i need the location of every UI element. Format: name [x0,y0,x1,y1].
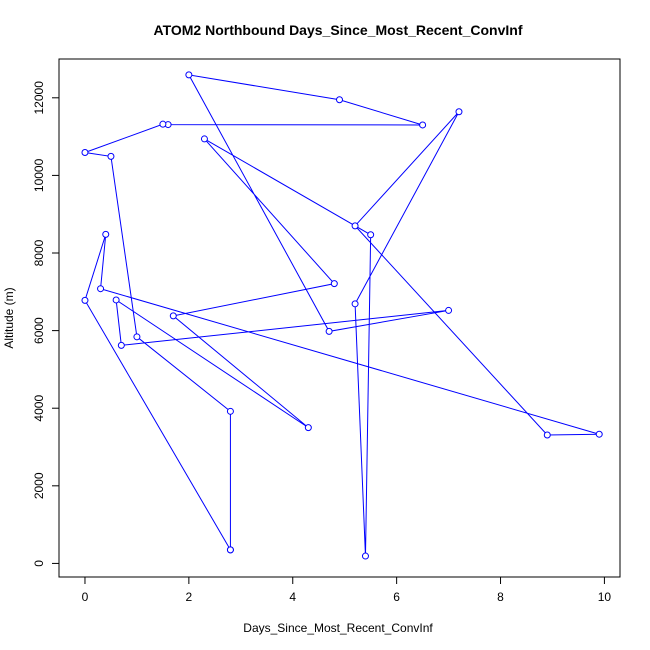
x-axis-label: Days_Since_Most_Recent_ConvInf [243,621,433,635]
x-tick-label: 0 [82,590,89,604]
data-point [330,280,338,288]
data-point [361,552,369,560]
data-point [169,312,177,320]
data-point [595,430,603,438]
data-point [351,222,359,230]
y-tick-label: 12000 [32,81,46,115]
y-tick-label: 8000 [32,239,46,266]
data-point [159,120,167,128]
data-point [455,108,463,116]
x-tick-label: 4 [289,590,296,604]
data-point [304,424,312,432]
y-tick-label: 10000 [32,158,46,192]
x-tick-label: 8 [497,590,504,604]
data-point [185,71,193,79]
data-point [102,230,110,238]
data-point [81,296,89,304]
data-point [133,333,141,341]
data-point [419,121,427,129]
data-point [107,152,115,160]
data-point [351,300,359,308]
data-point [336,96,343,104]
x-tick-label: 6 [393,590,400,604]
y-axis-label: Altitude (m) [2,287,16,348]
data-point [117,341,125,349]
data-point [226,407,234,415]
y-tick-label: 2000 [32,472,46,499]
data-point [367,231,375,239]
y-tick-label: 6000 [32,317,46,344]
x-tick-label: 10 [598,590,612,604]
y-tick-label: 4000 [32,395,46,422]
series-layer [81,71,603,560]
data-point [325,327,333,335]
y-axis: 0 2000 4000 6000 8000 10000 12000 [32,81,60,567]
data-point [112,296,120,304]
chart-title: ATOM2 Northbound Days_Since_Most_Recent_… [154,22,523,38]
data-point [200,135,208,143]
x-tick-label: 2 [186,590,193,604]
data-point [445,306,453,314]
x-axis: 0 2 4 6 8 10 [82,576,612,604]
data-point [543,431,551,439]
data-point [97,285,105,293]
y-tick-label: 0 [32,560,46,567]
data-point [226,546,234,554]
data-point [81,149,89,157]
